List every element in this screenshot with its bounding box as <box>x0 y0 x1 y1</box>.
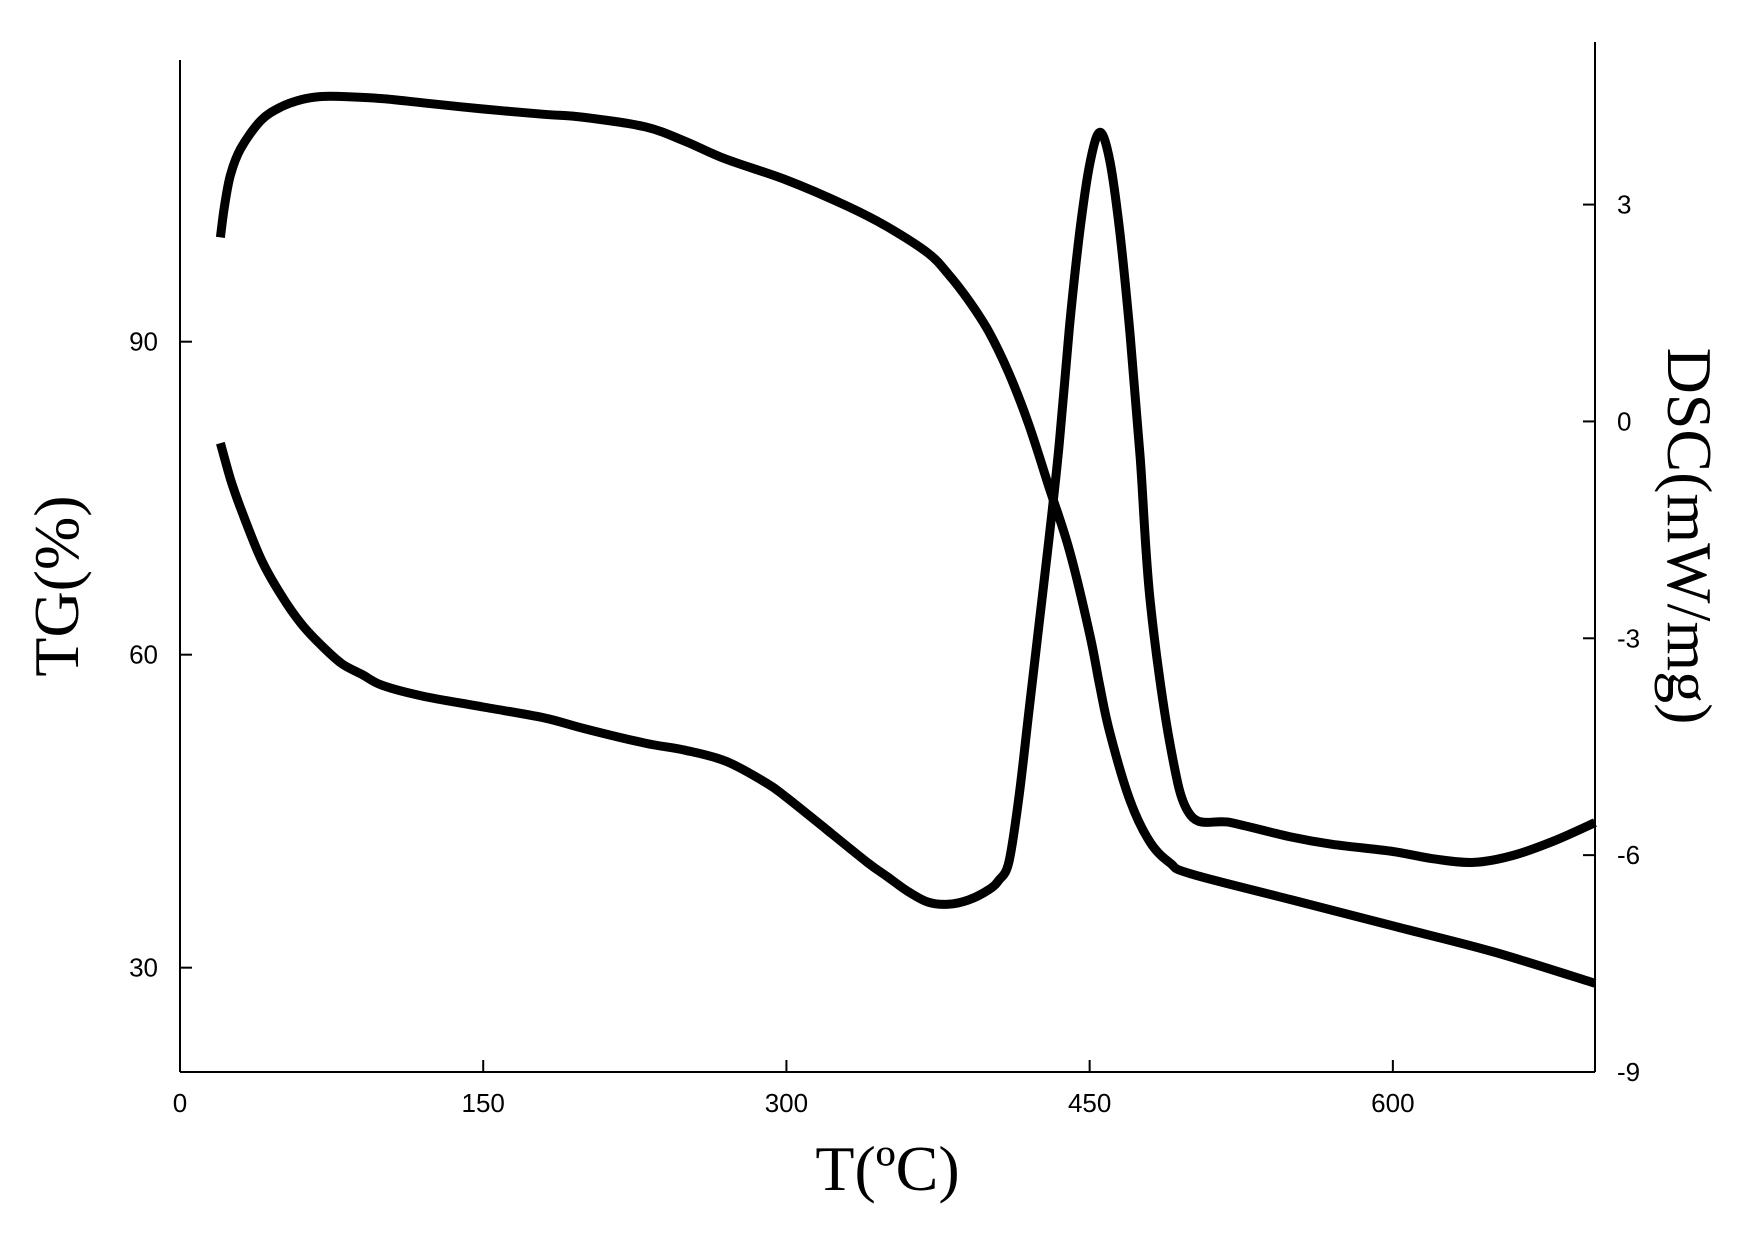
series-layer <box>215 91 1597 988</box>
y-left-axis-title: TG(%) <box>21 495 92 676</box>
x-tick-label: 300 <box>765 1088 808 1118</box>
y-left-tick-label: 90 <box>129 327 158 357</box>
y-left-tick-label: 60 <box>129 640 158 670</box>
y-right-tick-label: -3 <box>1617 623 1640 653</box>
axes <box>179 42 1596 1073</box>
x-tick-label: 600 <box>1371 1088 1414 1118</box>
x-axis-title: T(ºC) <box>815 1133 959 1204</box>
y-right-tick-label: 0 <box>1617 406 1631 436</box>
tg-series-line <box>215 91 1597 988</box>
x-tick-label: 450 <box>1068 1088 1111 1118</box>
y-right-tick-label: -9 <box>1617 1057 1640 1087</box>
dsc-series-line <box>216 127 1597 909</box>
y-right-tick-label: 3 <box>1617 190 1631 220</box>
x-tick-label: 0 <box>173 1088 187 1118</box>
y-right-tick-label: -6 <box>1617 840 1640 870</box>
y-right-axis-title: DSC(mW/mg) <box>1654 348 1725 725</box>
axis-titles: T(ºC) TG(%) DSC(mW/mg) <box>21 348 1725 1204</box>
x-tick-label: 150 <box>462 1088 505 1118</box>
y-left-tick-label: 30 <box>129 953 158 983</box>
